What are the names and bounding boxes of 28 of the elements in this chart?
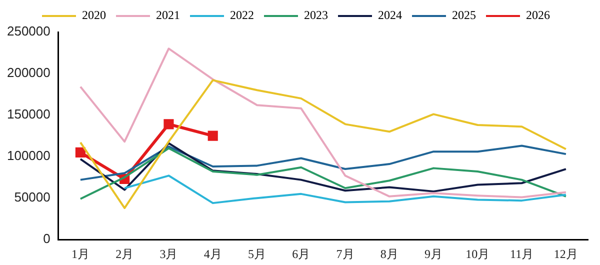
y-tick-label: 100000	[6, 148, 50, 164]
y-tick-label: 200000	[6, 65, 50, 80]
x-tick-label: 10月	[466, 246, 490, 261]
x-tick-label: 3月	[160, 246, 178, 261]
y-tick-label: 150000	[6, 106, 50, 122]
legend-label: 2023	[304, 8, 328, 22]
legend-label: 2022	[230, 8, 254, 22]
x-tick-label: 4月	[204, 246, 222, 261]
y-tick-label: 250000	[6, 24, 50, 39]
legend-label: 2026	[526, 8, 550, 22]
point	[75, 147, 86, 158]
x-tick-label: 11月	[510, 246, 534, 261]
x-tick-label: 6月	[292, 246, 310, 261]
legend-label: 2021	[156, 8, 180, 22]
y-tick-label: 50000	[14, 190, 50, 205]
x-tick-label: 9月	[424, 246, 443, 261]
legend-label: 2020	[82, 8, 106, 22]
y-tick-label: 0	[43, 231, 50, 246]
x-tick-label: 7月	[336, 246, 354, 261]
x-tick-label: 8月	[380, 246, 398, 261]
x-tick-label: 2月	[116, 246, 134, 261]
point	[164, 119, 174, 130]
legend-label: 2025	[452, 8, 476, 22]
x-tick-label: 12月	[554, 246, 578, 261]
x-tick-label: 5月	[248, 246, 266, 261]
x-tick-label: 1月	[71, 246, 90, 261]
legend-label: 2024	[378, 8, 402, 22]
point	[208, 130, 218, 141]
